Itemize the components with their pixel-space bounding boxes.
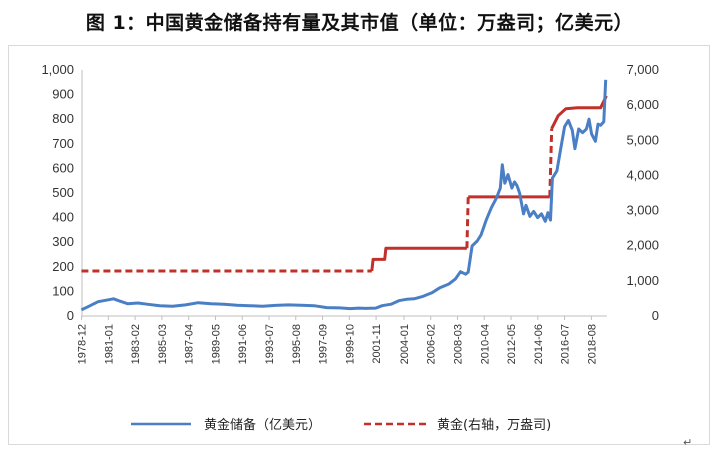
y-right-tick-label: 0	[652, 308, 659, 323]
gold-reserve-line	[80, 79, 608, 312]
x-tick-label: 2008-03	[452, 324, 464, 364]
x-tick-label: 1993-07	[264, 324, 276, 364]
chart-title: 图 1：中国黄金储备持有量及其市值（单位：万盎司；亿美元）	[85, 12, 634, 34]
gold-oz-line-segment	[550, 95, 608, 130]
x-tick-label: 2004-01	[399, 324, 411, 364]
x-tick-label: 2016-07	[560, 324, 572, 364]
y-left-tick-label: 600	[52, 160, 74, 175]
x-tick-label: 2006-02	[426, 324, 438, 364]
y-right-tick-label: 2,000	[626, 238, 659, 253]
y-left-tick-label: 300	[52, 234, 74, 249]
x-tick-label: 1991-06	[237, 324, 249, 364]
x-tick-label: 2014-06	[533, 324, 545, 364]
paragraph-mark: ↵	[683, 436, 693, 449]
y-right-tick-label: 4,000	[626, 167, 659, 182]
x-tick-label: 1989-05	[210, 324, 222, 364]
x-tick-label: 2012-05	[506, 324, 518, 364]
y-right-tick-label: 6,000	[626, 97, 659, 112]
x-tick-label: 1985-03	[157, 324, 169, 364]
axes	[81, 70, 607, 317]
y-left-tick-label: 100	[52, 283, 74, 298]
x-tick-label: 2001-11	[371, 324, 383, 364]
chart-frame: 0 100 200 300 400 500 600 700 800 900 1,000 0 1,000…	[8, 45, 710, 445]
x-tick-label: 1999-10	[344, 324, 356, 364]
x-tick-label: 1981-01	[103, 324, 115, 364]
y-left-tick-label: 700	[52, 136, 74, 151]
x-tick-label: 1995-08	[291, 324, 303, 364]
x-tick-label: 1983-02	[130, 324, 142, 364]
legend: 黄金储备（亿美元） 黄金(右轴，万盎司)	[131, 417, 551, 433]
y-right-tick-label: 7,000	[626, 62, 659, 77]
gold-oz-line-segment	[548, 128, 554, 197]
y-left-tick-label: 0	[67, 308, 74, 323]
x-tick-label: 2018-08	[586, 324, 598, 364]
series-gold-reserve	[80, 79, 608, 312]
x-tick-label: 1978-12	[77, 324, 89, 364]
chart-svg: 0 100 200 300 400 500 600 700 800 900 1,000 0 1,000…	[41, 62, 659, 433]
series-gold-oz	[81, 95, 608, 273]
y-left-tick-label: 800	[52, 111, 74, 126]
gold-oz-line-segment	[370, 246, 467, 272]
y-left-tick-label: 500	[52, 185, 74, 200]
y-right-ticks: 0 1,000 2,000 3,000 4,000 5,000 6,000 7,000	[626, 62, 659, 323]
x-tick-label: 2010-04	[479, 324, 491, 364]
y-left-tick-label: 1,000	[41, 62, 74, 77]
gold-oz-line-segment	[465, 196, 470, 249]
legend-label-gold-oz: 黄金(右轴，万盎司)	[437, 417, 551, 433]
x-tick-label: 1997-09	[318, 324, 330, 364]
x-ticks: 1978-12 1981-01 1983-02 1985-03 1987-04 1989-…	[77, 316, 598, 364]
y-right-tick-label: 5,000	[626, 132, 659, 147]
y-left-tick-label: 900	[52, 87, 74, 102]
y-right-tick-label: 1,000	[626, 273, 659, 288]
legend-label-reserve: 黄金储备（亿美元）	[204, 417, 321, 433]
y-left-ticks: 0 100 200 300 400 500 600 700 800 900 1,000	[41, 62, 74, 323]
y-right-tick-label: 3,000	[626, 203, 659, 218]
y-left-tick-label: 200	[52, 259, 74, 274]
y-left-tick-label: 400	[52, 210, 74, 225]
x-tick-label: 1987-04	[184, 324, 196, 364]
